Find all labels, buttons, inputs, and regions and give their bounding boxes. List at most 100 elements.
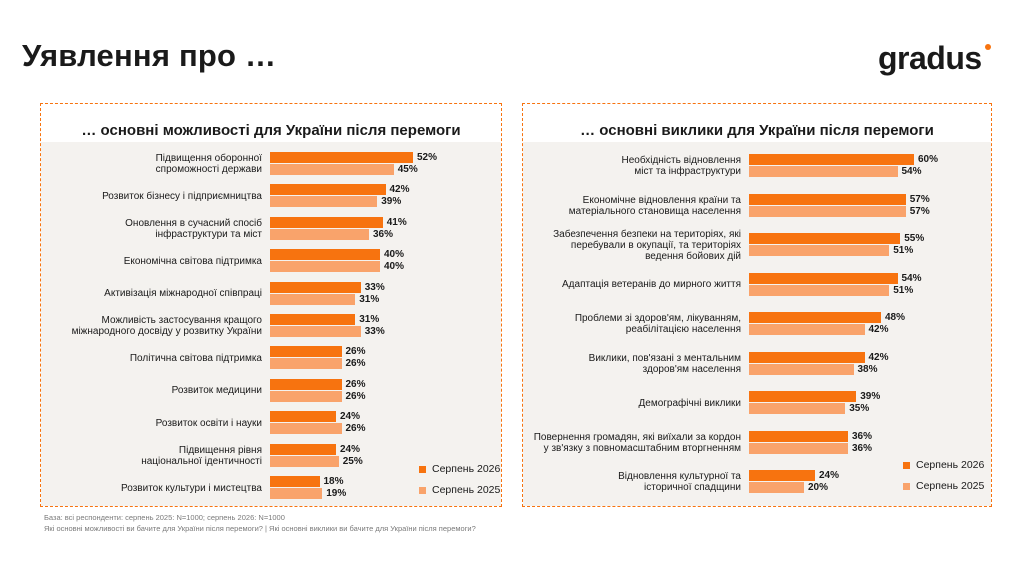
data-label: 54% [901, 166, 922, 177]
category-label: Розвиток освіти і науки [155, 417, 262, 429]
data-label: 26% [345, 346, 366, 358]
data-label: 26% [345, 378, 366, 390]
data-label: 42% [389, 184, 410, 196]
data-label: 24% [340, 411, 361, 423]
bar-2025 [270, 293, 356, 305]
bar-2026 [749, 233, 901, 244]
data-label: 26% [345, 423, 366, 435]
data-label: 24% [819, 470, 840, 481]
category-label: Розвиток бізнесу і підприємництва [102, 190, 262, 202]
bar-2026 [749, 193, 906, 205]
data-label: 60% [918, 154, 939, 165]
bar-2026 [749, 154, 914, 165]
data-label: 26% [345, 390, 366, 402]
data-label: 57% [909, 193, 930, 205]
data-label: 36% [852, 442, 873, 454]
footnote-questions: Які основні можливості ви бачите для Укр… [44, 524, 476, 533]
bar-2025 [749, 245, 890, 256]
data-label: 51% [893, 245, 914, 256]
bar-2026 [749, 391, 857, 402]
bar-2025 [749, 403, 846, 414]
bar-2025 [270, 455, 339, 467]
footnote-base: База: всі респонденти: серпень 2025: N=1… [44, 513, 285, 522]
bar-2025 [749, 284, 890, 296]
legend-swatch [903, 482, 910, 490]
legend-label: Серпень 2026 [432, 463, 501, 476]
opportunities-panel: … основні можливості для України після п… [40, 103, 502, 507]
bar-2025 [749, 363, 854, 375]
logo-dot-icon [985, 44, 991, 50]
category-label: Адаптація ветеранів до мирного життя [562, 279, 741, 290]
data-label: 48% [885, 312, 906, 323]
gradus-logo: gradus [878, 40, 982, 76]
category-label: Проблеми зі здоров'ям, лікуванням, реабіл… [574, 313, 741, 335]
bar-2026 [270, 314, 356, 325]
data-label: 39% [860, 391, 881, 402]
bar-2026 [270, 378, 342, 390]
bar-2025 [749, 442, 848, 454]
bar-2025 [270, 423, 342, 435]
category-label: Розвиток медицини [171, 385, 262, 397]
category-label: Економічне відновлення країни та матеріал… [568, 194, 741, 217]
legend-swatch [419, 486, 426, 494]
data-label: 35% [849, 403, 870, 414]
bar-2026 [270, 411, 336, 423]
bar-2026 [270, 152, 413, 163]
bar-2026 [270, 281, 361, 293]
bar-2026 [749, 312, 881, 323]
bar-2026 [749, 351, 865, 363]
data-label: 57% [909, 205, 930, 217]
data-label: 18% [323, 476, 344, 487]
bar-2026 [270, 443, 336, 455]
page-title: Уявлення про … [22, 38, 277, 73]
category-label: Економічна світова підтримка [123, 255, 262, 267]
category-label: Необхідність відновлення міст та інфрастр… [621, 155, 741, 177]
data-label: 41% [386, 216, 407, 228]
data-label: 25% [342, 455, 363, 467]
bar-2026 [749, 272, 898, 284]
challenges-title: … основні виклики для України після пере… [580, 122, 934, 139]
data-label: 33% [364, 326, 385, 337]
category-label: Активізація міжнародної співпраці [104, 288, 262, 300]
legend-label: Серпень 2025 [916, 480, 985, 493]
bar-2025 [270, 488, 323, 499]
data-label: 20% [808, 482, 829, 493]
data-label: 42% [868, 324, 889, 335]
data-label: 36% [373, 228, 394, 240]
data-label: 19% [326, 488, 347, 499]
data-label: 54% [901, 272, 922, 284]
bar-2025 [270, 261, 380, 273]
category-label: Повернення громадян, які виїхали за корд… [533, 431, 741, 454]
data-label: 40% [384, 261, 405, 273]
data-label: 39% [381, 196, 402, 208]
opportunities-title: … основні можливості для України після п… [81, 122, 461, 139]
bar-2025 [270, 390, 342, 402]
legend-item-2026: Серпень 2026 [419, 463, 500, 475]
category-label: Демографічні виклики [638, 397, 742, 409]
bar-2025 [270, 164, 394, 175]
bar-2025 [749, 482, 804, 493]
bar-2025 [270, 196, 378, 208]
category-label: Розвиток культури і мистецтва [121, 482, 262, 494]
bar-2025 [749, 166, 898, 177]
bar-2025 [749, 324, 865, 335]
bar-2025 [270, 358, 342, 370]
data-label: 55% [904, 233, 925, 244]
legend-item-2025: Серпень 2025 [419, 484, 500, 496]
bar-2026 [270, 346, 342, 358]
data-label: 51% [893, 284, 914, 296]
category-label: Відновлення культурної та історичної спад… [618, 471, 741, 493]
bar-2026 [270, 216, 383, 228]
category-label: Можливість застосування кращого міжнародн… [71, 315, 262, 337]
data-label: 52% [417, 152, 438, 163]
legend-swatch [903, 461, 910, 469]
category-label: Оновлення в сучасний спосіб інфраструктур… [125, 217, 262, 240]
bar-2026 [270, 184, 386, 196]
bar-2025 [270, 228, 369, 240]
data-label: 24% [340, 443, 361, 455]
bar-2026 [749, 430, 848, 442]
data-label: 38% [857, 363, 878, 375]
legend-item-2026: Серпень 2026 [903, 459, 984, 471]
category-label: Підвищення рівня національної ідентичност… [141, 444, 262, 467]
category-label: Підвищення оборонної спроможності держави [155, 153, 262, 175]
